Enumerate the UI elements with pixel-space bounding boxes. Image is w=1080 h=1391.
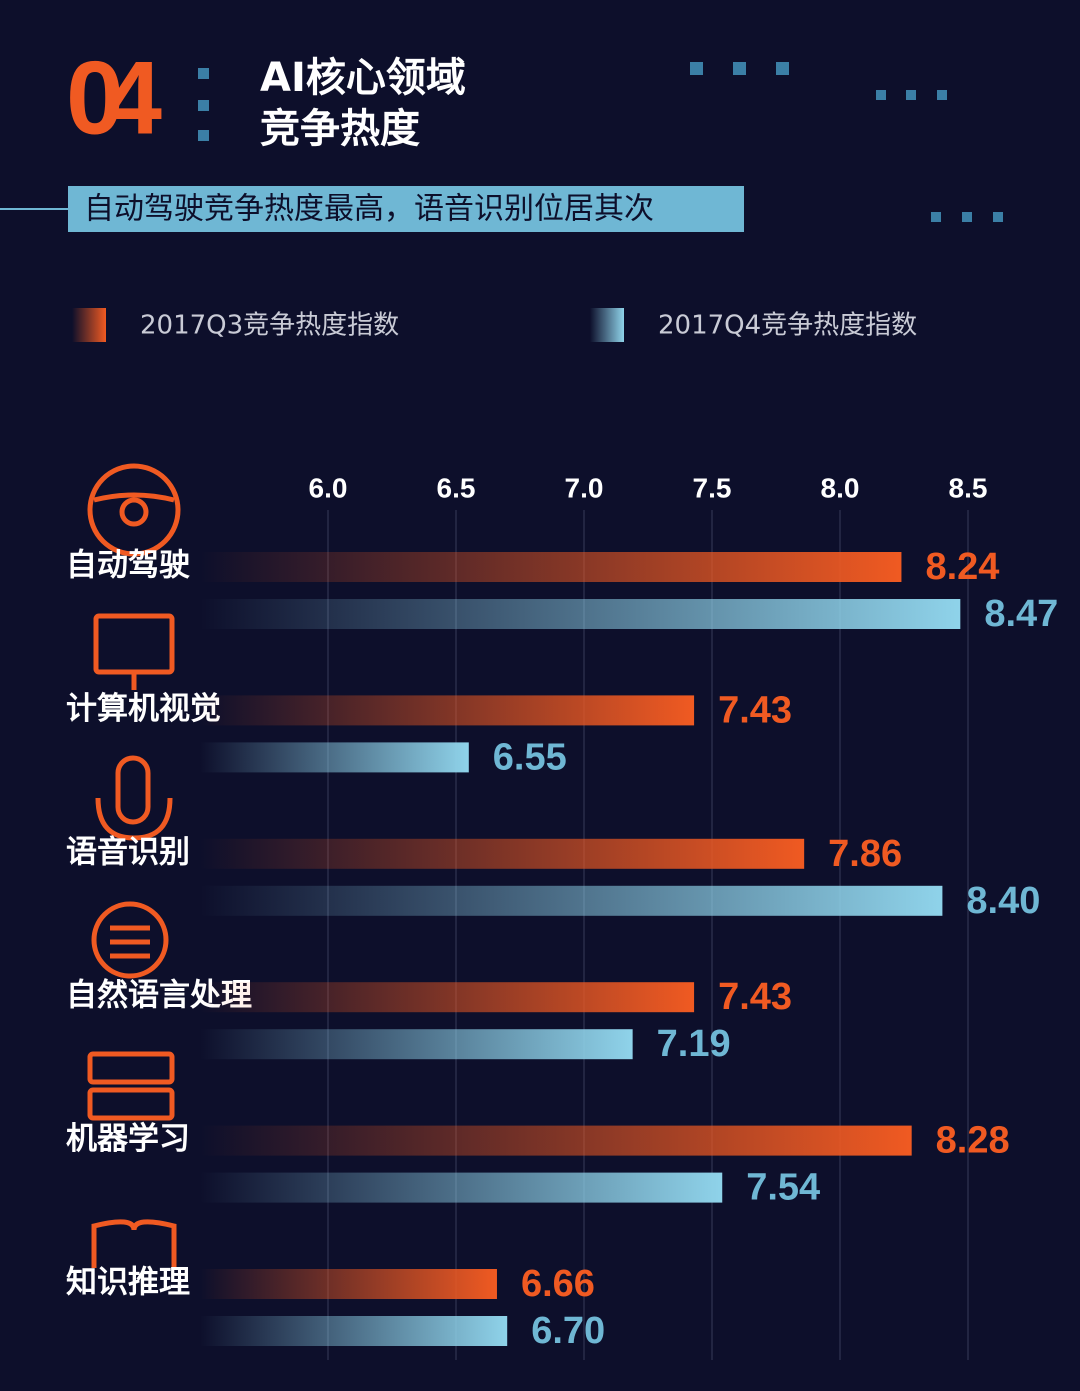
bar bbox=[200, 1172, 723, 1203]
category-label: 机器学习 bbox=[66, 1121, 190, 1157]
x-tick-label: 8.5 bbox=[949, 472, 988, 503]
subtitle: 自动驾驶竞争热度最高，语音识别位居其次 bbox=[84, 192, 654, 227]
x-tick-label: 8.0 bbox=[821, 472, 860, 503]
value-label: 8.40 bbox=[966, 880, 1040, 922]
category-label: 自动驾驶 bbox=[66, 548, 190, 584]
legend-label: 2017Q3竞争热度指数 bbox=[140, 311, 399, 341]
value-label: 7.43 bbox=[718, 689, 792, 731]
title-line: AI核心领域 bbox=[260, 55, 466, 101]
value-label: 7.86 bbox=[828, 833, 902, 875]
x-tick-label: 7.5 bbox=[693, 472, 732, 503]
category-icons bbox=[87, 463, 181, 1268]
value-label: 8.47 bbox=[984, 593, 1058, 635]
value-label: 8.28 bbox=[936, 1120, 1010, 1162]
legend-swatch bbox=[72, 308, 106, 342]
value-label: 8.24 bbox=[925, 546, 999, 588]
value-label: 7.43 bbox=[718, 976, 792, 1018]
bar bbox=[200, 599, 961, 629]
value-label: 6.66 bbox=[521, 1263, 595, 1305]
value-label: 6.55 bbox=[493, 736, 567, 778]
bar bbox=[200, 1029, 633, 1060]
subtitle-box bbox=[68, 186, 744, 232]
bar bbox=[200, 885, 943, 916]
title-line: 竞争热度 bbox=[260, 106, 420, 152]
x-tick-label: 7.0 bbox=[565, 472, 604, 503]
bar bbox=[200, 695, 695, 726]
bar bbox=[200, 552, 902, 582]
legend-label: 2017Q4竞争热度指数 bbox=[658, 311, 917, 341]
category-label: 知识推理 bbox=[66, 1265, 190, 1301]
bar bbox=[200, 838, 805, 869]
decor-dots bbox=[198, 62, 1003, 222]
section-number: 04 bbox=[66, 40, 162, 156]
x-tick-label: 6.5 bbox=[437, 472, 476, 503]
legend-swatch bbox=[590, 308, 624, 342]
value-label: 6.70 bbox=[531, 1310, 605, 1352]
value-label: 7.19 bbox=[657, 1023, 731, 1065]
bar bbox=[200, 1316, 508, 1346]
bar bbox=[200, 982, 695, 1013]
bar bbox=[200, 1269, 497, 1299]
x-tick-label: 6.0 bbox=[309, 472, 348, 503]
category-label: 计算机视觉 bbox=[66, 691, 221, 727]
category-label: 语音识别 bbox=[66, 834, 190, 870]
bar bbox=[200, 742, 469, 773]
value-label: 7.54 bbox=[746, 1167, 820, 1209]
bar bbox=[200, 1125, 912, 1156]
